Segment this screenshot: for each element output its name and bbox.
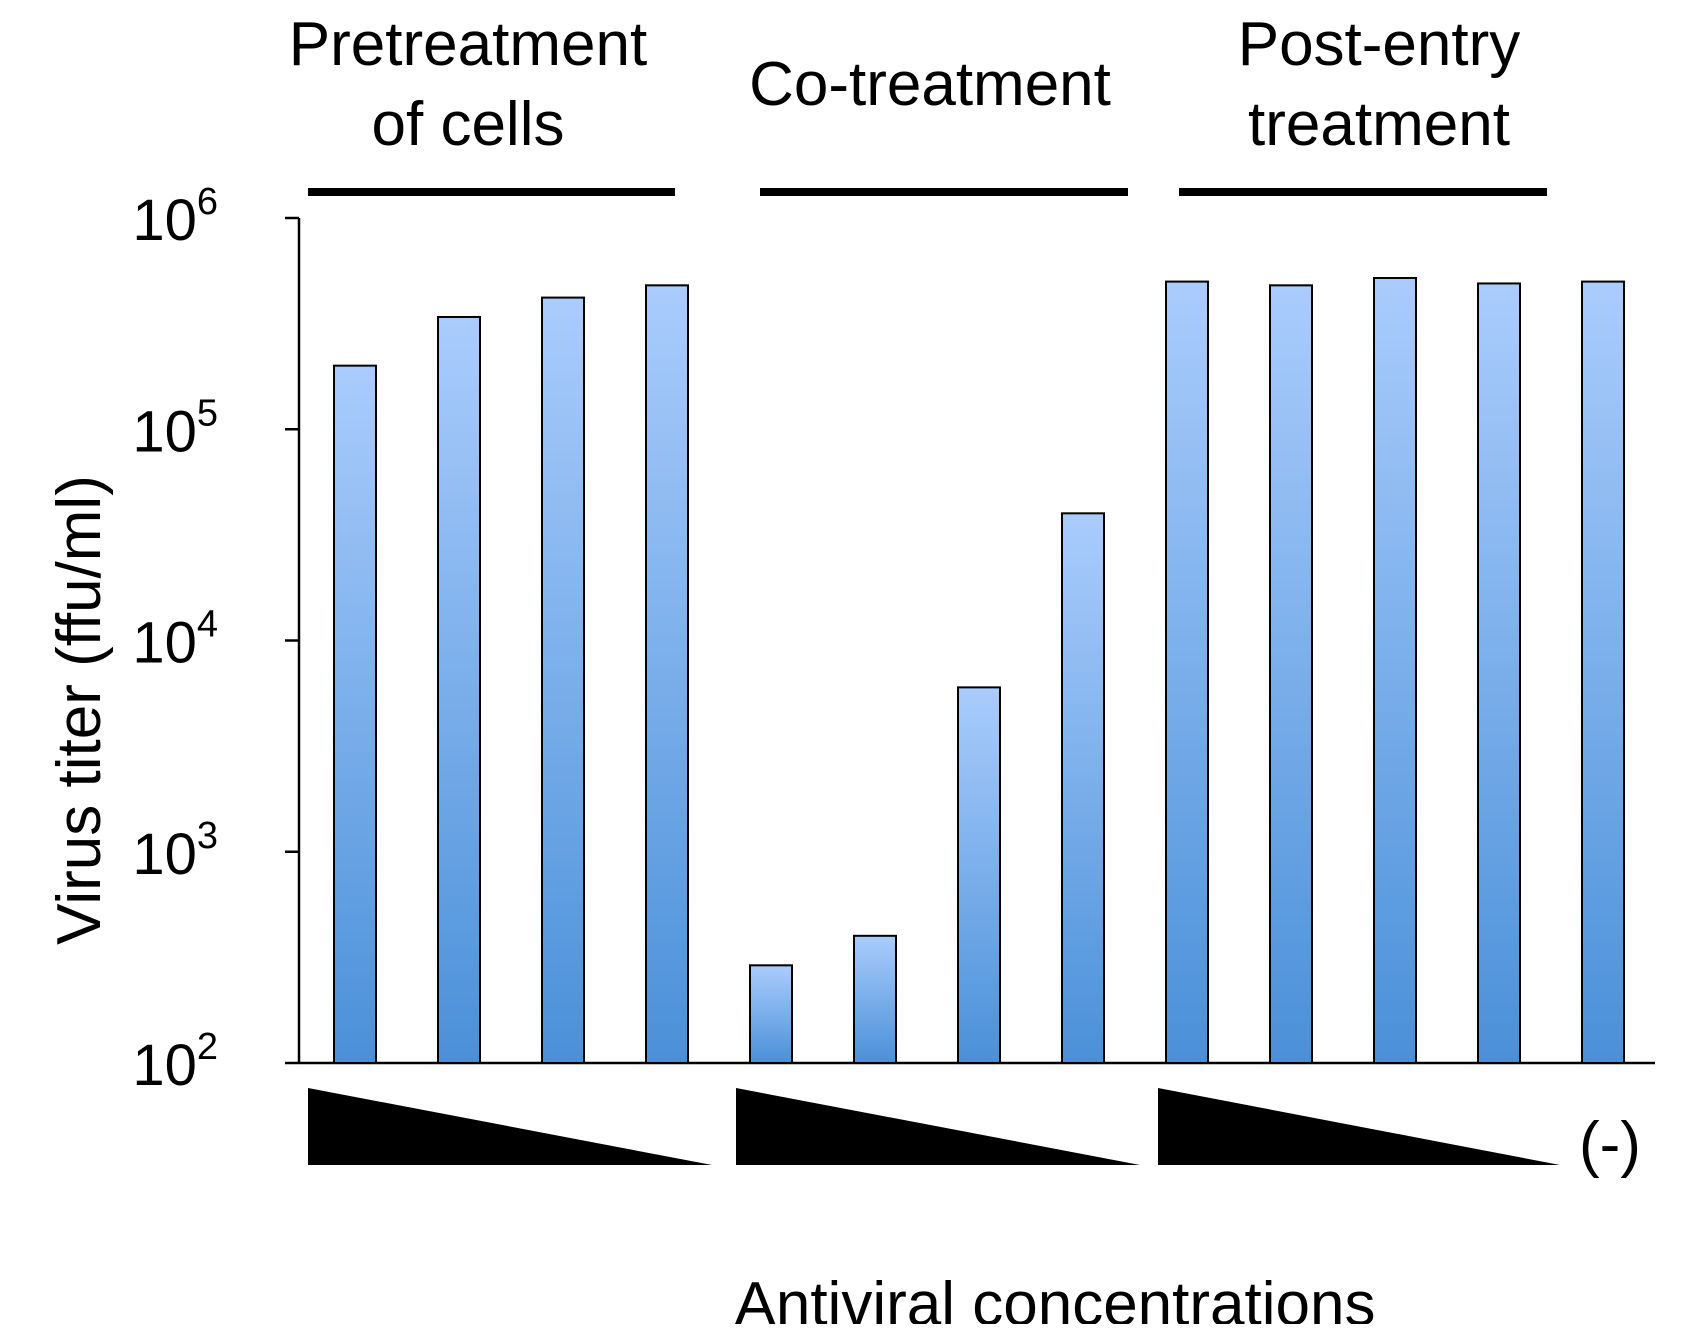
group-label: of cells — [372, 90, 565, 159]
y-tick-label: 106 — [132, 181, 218, 253]
group-label: treatment — [1248, 90, 1510, 159]
bar — [1373, 276, 1417, 1064]
y-tick-label: 102 — [132, 1026, 218, 1098]
bar — [749, 964, 793, 1064]
group-label: Pretreatment — [289, 10, 647, 79]
control-label: (-) — [1579, 1110, 1641, 1179]
y-tick-exponent: 6 — [197, 181, 218, 223]
bar — [333, 364, 377, 1064]
concentration-wedge — [308, 1088, 712, 1165]
bar — [1165, 280, 1209, 1064]
group-label: Co-treatment — [749, 50, 1111, 119]
bar — [853, 934, 897, 1064]
bar — [437, 315, 481, 1064]
bar — [1061, 512, 1105, 1064]
bar — [957, 686, 1001, 1064]
concentration-wedge — [736, 1088, 1140, 1165]
bar-control — [1581, 280, 1625, 1064]
y-tick-exponent: 2 — [197, 1026, 218, 1068]
concentration-wedge — [1158, 1088, 1560, 1165]
y-tick-label: 103 — [132, 815, 218, 887]
y-tick-label: 104 — [132, 604, 218, 676]
y-tick-base: 10 — [132, 822, 197, 887]
bar — [1269, 284, 1313, 1065]
bar — [645, 284, 689, 1065]
group-label: Post-entry — [1238, 10, 1521, 79]
bar — [1477, 282, 1521, 1064]
y-tick-exponent: 4 — [197, 604, 218, 646]
y-tick-base: 10 — [132, 1033, 197, 1098]
y-tick-exponent: 3 — [197, 815, 218, 857]
y-tick-base: 10 — [132, 399, 197, 464]
y-tick-base: 10 — [132, 188, 197, 253]
y-axis-label: Virus titer (ffu/ml) — [45, 475, 114, 945]
y-tick-exponent: 5 — [197, 392, 218, 434]
x-axis-label: Antiviral concentrations — [735, 1270, 1376, 1324]
y-tick-label: 105 — [132, 392, 218, 464]
bar — [541, 296, 585, 1065]
y-tick-base: 10 — [132, 611, 197, 676]
